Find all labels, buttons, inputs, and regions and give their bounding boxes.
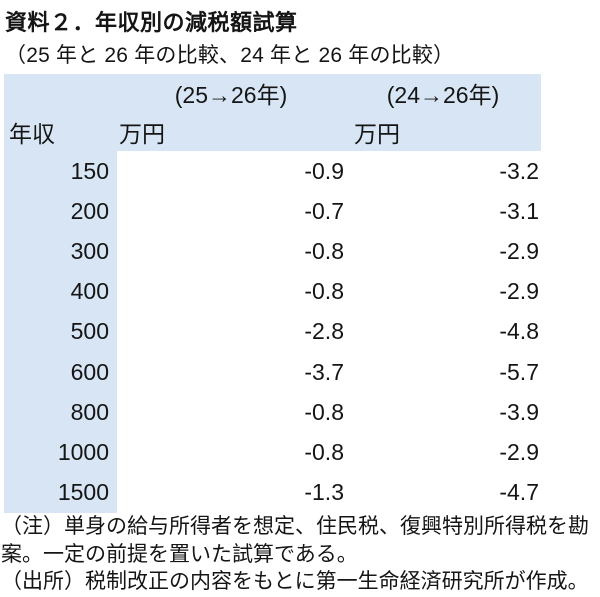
column-header-unit-25-26: 万円 bbox=[119, 120, 165, 147]
table-row: 150 -0.9 -3.2 bbox=[4, 151, 541, 192]
value-24-26-cell: -2.9 bbox=[499, 439, 539, 466]
footnotes: （注）単身の給与所得者を想定、住民税、復興特別所得税を勘 案。一定の前提を置いた… bbox=[1, 513, 600, 596]
income-cell: 400 bbox=[4, 271, 117, 312]
column-header-income: 年収 bbox=[9, 120, 55, 147]
value-25-26-cell: -1.3 bbox=[304, 479, 344, 506]
income-cell: 800 bbox=[4, 392, 117, 433]
table-row: 200 -0.7 -3.1 bbox=[4, 191, 541, 232]
value-25-26-cell: -3.7 bbox=[304, 358, 344, 385]
income-cell: 1000 bbox=[4, 432, 117, 473]
income-cell: 150 bbox=[4, 151, 117, 192]
table-row: 500 -2.8 -4.8 bbox=[4, 311, 541, 353]
column-header-unit-24-26: 万円 bbox=[354, 120, 400, 147]
table-body: 150 -0.9 -3.2 200 -0.7 -3.1 300 -0.8 -2.… bbox=[4, 151, 541, 513]
source-line: （出所）税制改正の内容をもとに第一生命経済研究所が作成。 bbox=[1, 569, 589, 593]
page-title: 資料２．年収別の減税額試算 bbox=[5, 10, 298, 35]
value-25-26-cell: -2.8 bbox=[304, 318, 344, 345]
value-24-26-cell: -3.1 bbox=[499, 197, 539, 224]
group-header-24-26: (24→26年) bbox=[386, 82, 500, 108]
group-header-25-26: (25→26年) bbox=[174, 82, 288, 108]
value-24-26-cell: -5.7 bbox=[499, 358, 539, 385]
note-line-2: 案。一定の前提を置いた試算である。 bbox=[1, 541, 358, 566]
income-cell: 200 bbox=[4, 191, 117, 232]
tax-reduction-table: (25→26年) (24→26年) 年収 万円 万円 150 -0.9 -3.2… bbox=[4, 74, 541, 513]
table-row: 1000 -0.8 -2.9 bbox=[4, 432, 541, 473]
value-25-26-cell: -0.8 bbox=[304, 439, 344, 466]
income-cell: 300 bbox=[4, 231, 117, 272]
value-24-26-cell: -3.9 bbox=[499, 398, 539, 425]
value-25-26-cell: -0.7 bbox=[304, 197, 344, 224]
income-cell: 500 bbox=[4, 311, 117, 353]
table-row: 1500 -1.3 -4.7 bbox=[4, 472, 541, 513]
value-24-26-cell: -2.9 bbox=[499, 238, 539, 265]
value-24-26-cell: -4.7 bbox=[499, 479, 539, 506]
value-25-26-cell: -0.8 bbox=[304, 398, 344, 425]
table-column-header-row: 年収 万円 万円 bbox=[4, 112, 541, 151]
page-subtitle: （25 年と 26 年の比較、24 年と 26 年の比較） bbox=[5, 44, 455, 67]
value-24-26-cell: -2.9 bbox=[499, 278, 539, 305]
table-row: 300 -0.8 -2.9 bbox=[4, 231, 541, 272]
table-row: 800 -0.8 -3.9 bbox=[4, 392, 541, 433]
value-25-26-cell: -0.8 bbox=[304, 238, 344, 265]
table-group-header-row: (25→26年) (24→26年) bbox=[4, 74, 541, 112]
value-25-26-cell: -0.8 bbox=[304, 278, 344, 305]
value-24-26-cell: -3.2 bbox=[499, 157, 539, 184]
value-24-26-cell: -4.8 bbox=[499, 318, 539, 345]
income-cell: 1500 bbox=[4, 472, 117, 513]
table-row: 600 -3.7 -5.7 bbox=[4, 352, 541, 393]
income-cell: 600 bbox=[4, 352, 117, 393]
value-25-26-cell: -0.9 bbox=[304, 157, 344, 184]
table-row: 400 -0.8 -2.9 bbox=[4, 271, 541, 312]
note-line-1: （注）単身の給与所得者を想定、住民税、復興特別所得税を勘 bbox=[1, 514, 589, 538]
table-header: (25→26年) (24→26年) 年収 万円 万円 bbox=[4, 74, 541, 151]
